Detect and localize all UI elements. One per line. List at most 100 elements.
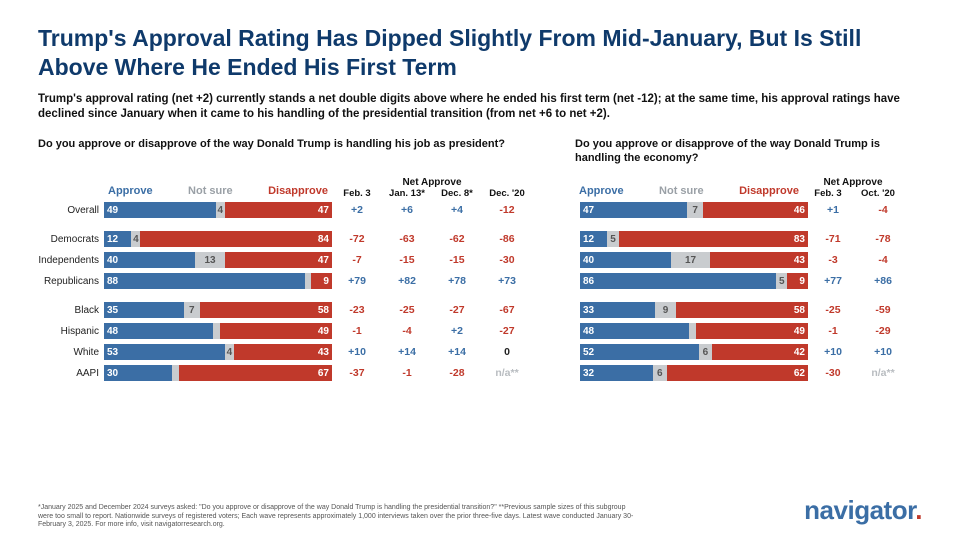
- stacked-bar: 889: [104, 273, 332, 289]
- data-row: 4849-1-29: [575, 322, 915, 341]
- net-value: +86: [858, 275, 908, 287]
- segment-disapprove: 49: [220, 323, 332, 339]
- segment-approve: 30: [104, 365, 172, 381]
- net-value: +2: [332, 204, 382, 216]
- row-label: Republicans: [38, 276, 104, 287]
- charts-container: Do you approve or disapprove of the way …: [38, 137, 922, 385]
- segment-notsure: 17: [671, 252, 710, 268]
- stacked-bar: 35758: [104, 302, 332, 318]
- segment-approve: 86: [580, 273, 776, 289]
- segment-approve: 35: [104, 302, 184, 318]
- legend-disapprove: Disapprove: [739, 185, 799, 197]
- net-value: 0: [482, 346, 532, 358]
- net-value: -59: [858, 304, 908, 316]
- net-value: +2: [432, 325, 482, 337]
- net-value: -23: [332, 304, 382, 316]
- chart-question: Do you approve or disapprove of the way …: [38, 137, 553, 165]
- net-value: -37: [332, 367, 382, 379]
- net-value: +77: [808, 275, 858, 287]
- row-label: White: [38, 347, 104, 358]
- segment-disapprove: 84: [140, 231, 332, 247]
- segment-approve: 48: [104, 323, 213, 339]
- net-approve-header: Net Approve: [803, 177, 903, 188]
- net-value: -15: [432, 254, 482, 266]
- data-row: Hispanic48 49-1-4+2-27: [38, 322, 553, 341]
- net-col-header: Oct. '20: [853, 188, 903, 199]
- segment-disapprove: 49: [696, 323, 808, 339]
- row-label: Black: [38, 305, 104, 316]
- segment-notsure: 9: [655, 302, 676, 318]
- row-label: AAPI: [38, 368, 104, 379]
- segment-notsure: 6: [653, 365, 667, 381]
- stacked-bar: 48 49: [104, 323, 332, 339]
- net-value: -4: [382, 325, 432, 337]
- net-value: +14: [432, 346, 482, 358]
- segment-disapprove: 43: [710, 252, 808, 268]
- segment-disapprove: 67: [179, 365, 332, 381]
- segment-notsure: [172, 365, 179, 381]
- segment-disapprove: 47: [225, 252, 332, 268]
- net-value: -67: [482, 304, 532, 316]
- stacked-bar: 32662: [580, 365, 808, 381]
- segment-disapprove: 58: [676, 302, 808, 318]
- net-value: -1: [332, 325, 382, 337]
- segment-approve: 32: [580, 365, 653, 381]
- segment-disapprove: 9: [311, 273, 332, 289]
- data-row: 33958-25-59: [575, 301, 915, 320]
- segment-notsure: [689, 323, 696, 339]
- stacked-bar: 12583: [580, 231, 808, 247]
- stacked-bar: 53443: [104, 344, 332, 360]
- legend-notsure: Not sure: [659, 185, 704, 197]
- segment-approve: 12: [104, 231, 131, 247]
- net-value: -29: [858, 325, 908, 337]
- net-value: -12: [482, 204, 532, 216]
- stacked-bar: 30 67: [104, 365, 332, 381]
- chart-header: Approve Not sure Disapprove Net ApproveFeb.…: [575, 169, 915, 199]
- net-col-header: Feb. 3: [803, 188, 853, 199]
- stacked-bar: 47746: [580, 202, 808, 218]
- legend-notsure: Not sure: [188, 185, 233, 197]
- net-value: -27: [482, 325, 532, 337]
- net-value: -30: [808, 367, 858, 379]
- data-row: Democrats12484-72-63-62-86: [38, 230, 553, 249]
- net-value: +6: [382, 204, 432, 216]
- segment-approve: 12: [580, 231, 607, 247]
- segment-approve: 48: [580, 323, 689, 339]
- segment-disapprove: 42: [712, 344, 808, 360]
- net-col-header: Dec. 8*: [432, 188, 482, 199]
- row-label: Hispanic: [38, 326, 104, 337]
- segment-disapprove: 46: [703, 202, 808, 218]
- page-title: Trump's Approval Rating Has Dipped Sligh…: [38, 24, 922, 82]
- segment-notsure: 4: [216, 202, 225, 218]
- footnote: *January 2025 and December 2024 surveys …: [38, 504, 638, 530]
- segment-approve: 49: [104, 202, 216, 218]
- row-label: Democrats: [38, 234, 104, 245]
- net-value: +73: [482, 275, 532, 287]
- segment-approve: 40: [580, 252, 671, 268]
- stacked-bar: 52642: [580, 344, 808, 360]
- net-value: -15: [382, 254, 432, 266]
- net-value: -71: [808, 233, 858, 245]
- segment-approve: 33: [580, 302, 655, 318]
- data-row: 52642+10+10: [575, 343, 915, 362]
- chart-job-approval: Do you approve or disapprove of the way …: [38, 137, 553, 385]
- segment-notsure: [305, 273, 312, 289]
- net-col-header: Jan. 13*: [382, 188, 432, 199]
- net-value: +78: [432, 275, 482, 287]
- row-label: Independents: [38, 255, 104, 266]
- data-row: AAPI3067-37-1-28n/a**: [38, 364, 553, 383]
- chart-economy-approval: Do you approve or disapprove of the way …: [575, 137, 915, 385]
- segment-disapprove: 83: [619, 231, 808, 247]
- segment-notsure: 5: [607, 231, 618, 247]
- legend-approve: Approve: [579, 185, 624, 197]
- segment-notsure: 6: [699, 344, 713, 360]
- stacked-bar: 401347: [104, 252, 332, 268]
- segment-disapprove: 62: [667, 365, 808, 381]
- net-value: -62: [432, 233, 482, 245]
- net-value: -86: [482, 233, 532, 245]
- stacked-bar: 8659: [580, 273, 808, 289]
- segment-notsure: [213, 323, 220, 339]
- data-row: 47746+1-4: [575, 201, 915, 220]
- stacked-bar: 401743: [580, 252, 808, 268]
- net-value: -72: [332, 233, 382, 245]
